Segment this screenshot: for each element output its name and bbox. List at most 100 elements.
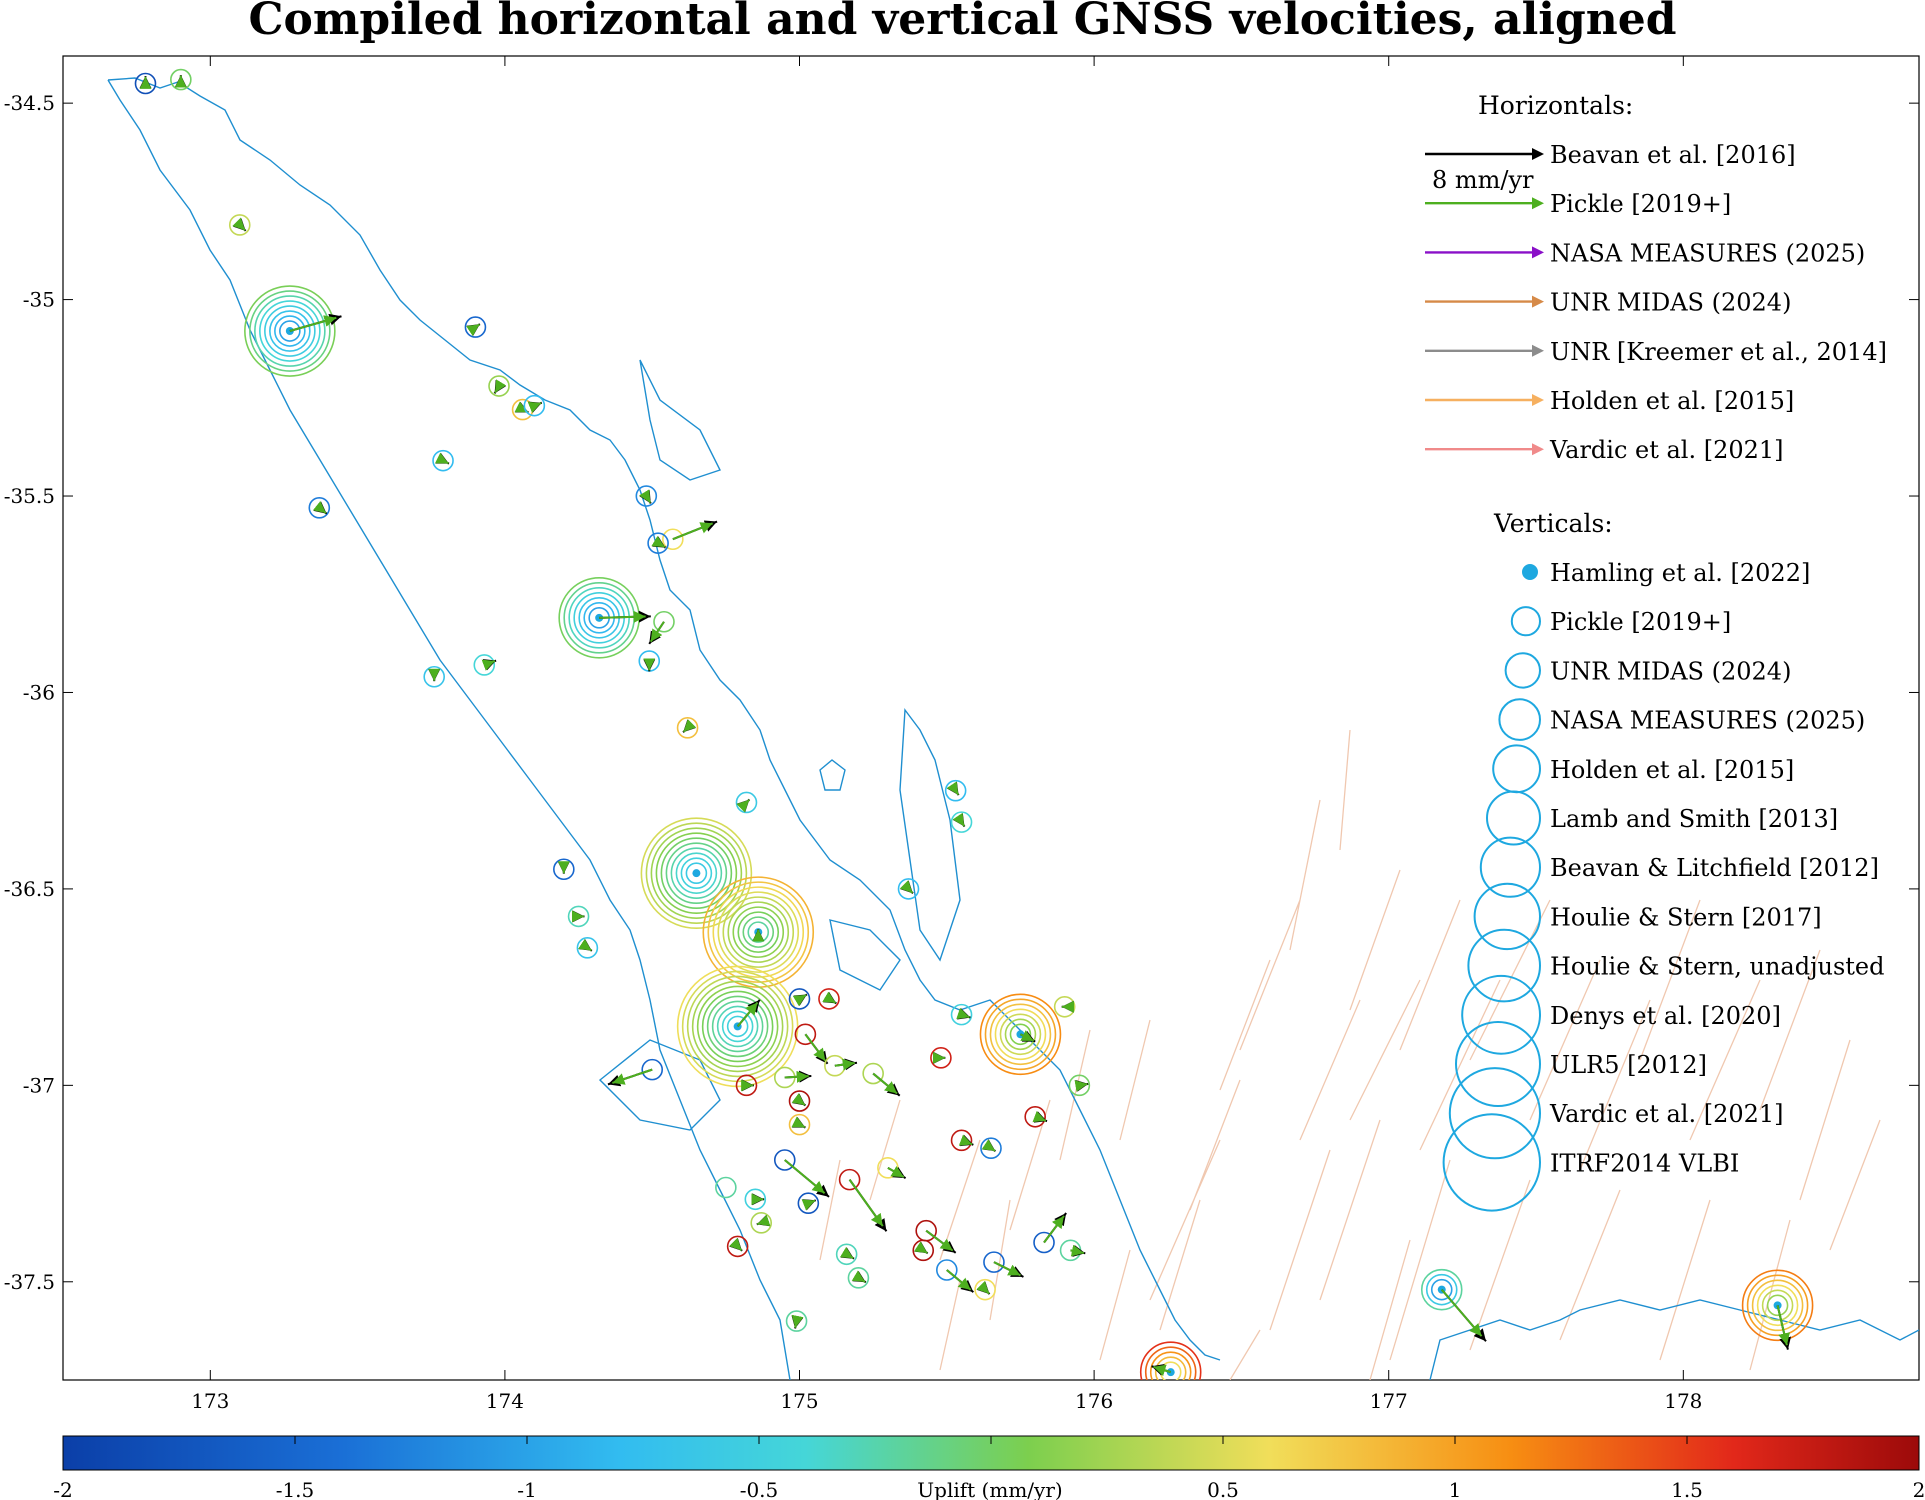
uplift-circle xyxy=(279,320,301,342)
velocity-arrow xyxy=(993,1261,1021,1277)
uplift-circle xyxy=(838,1168,861,1191)
uplift-circle xyxy=(750,1212,773,1234)
velocity-arrow xyxy=(466,323,480,337)
station xyxy=(676,717,699,739)
velocity-arrow xyxy=(848,1179,884,1227)
legend-vertical-label: Beavan & Litchfield [2012] xyxy=(1550,854,1879,882)
legend-vertical-marker xyxy=(1479,836,1542,898)
uplift-circle xyxy=(432,449,454,472)
velocity-arrow xyxy=(682,719,697,733)
velocity-arrow xyxy=(232,217,246,231)
velocity-arrow xyxy=(1074,1080,1088,1092)
y-tick-label: -36 xyxy=(23,680,55,704)
station-layer xyxy=(134,68,1814,1380)
uplift-circle xyxy=(1004,1018,1037,1051)
uplift-circle xyxy=(640,817,753,929)
uplift-circle xyxy=(980,1137,1002,1160)
station xyxy=(773,1066,812,1089)
station xyxy=(726,1235,749,1258)
uplift-circle xyxy=(944,779,967,802)
uplift-circle xyxy=(735,1074,758,1097)
legend-vertical-marker xyxy=(1455,1021,1541,1107)
y-tick-label: -34.5 xyxy=(4,91,55,115)
station xyxy=(788,1113,811,1136)
uplift-circle xyxy=(984,998,1057,1071)
uplift-circle xyxy=(936,1259,958,1281)
plot-frame xyxy=(62,55,1920,1381)
velocity-arrow xyxy=(736,1001,759,1028)
x-tick-label: 176 xyxy=(1075,1389,1113,1413)
uplift-circle xyxy=(269,310,311,352)
station xyxy=(974,1278,996,1301)
legend-vertical-label: Houlie & Stern, unadjusted xyxy=(1550,953,1885,981)
velocity-arrow xyxy=(756,1214,771,1227)
uplift-circle xyxy=(488,375,510,397)
station xyxy=(715,1176,737,1199)
velocity-arrow xyxy=(792,994,807,1007)
station xyxy=(432,449,454,472)
velocity-arrow xyxy=(872,1072,898,1095)
legend-vertical-marker xyxy=(1498,698,1541,741)
uplift-circle xyxy=(716,1005,759,1048)
legend-vertical-marker xyxy=(1486,790,1541,846)
station xyxy=(794,1023,829,1065)
station xyxy=(640,817,753,929)
uplift-circle xyxy=(170,68,192,91)
legend-arrow-head xyxy=(1532,394,1544,406)
coastline xyxy=(107,77,1919,1380)
uplift-circle xyxy=(742,916,775,948)
legend-vertical-label: Pickle [2019+] xyxy=(1550,608,1731,636)
uplift-circle xyxy=(685,862,708,884)
uplift-circle xyxy=(1139,1341,1202,1380)
uplift-circle xyxy=(676,965,799,1088)
uplift-circle xyxy=(676,717,699,739)
x-tick-label: 175 xyxy=(780,1389,818,1413)
velocity-arrow xyxy=(801,1199,816,1211)
uplift-circle xyxy=(655,832,738,914)
legend-horizontal-label: UNR [Kreemer et al., 2014] xyxy=(1550,338,1887,366)
uplift-circle xyxy=(274,315,306,347)
uplift-circle xyxy=(264,305,316,357)
station xyxy=(1741,1269,1814,1350)
station xyxy=(980,1137,1002,1160)
uplift-circle xyxy=(788,1113,811,1136)
velocity-arrow xyxy=(312,500,327,514)
uplift-circle xyxy=(930,1047,952,1069)
uplift-circle xyxy=(979,993,1062,1076)
velocity-arrow xyxy=(834,1058,855,1071)
station xyxy=(635,485,658,507)
uplift-circle xyxy=(1053,995,1076,1018)
velocity-arrow xyxy=(804,1033,827,1062)
uplift-circle xyxy=(641,1058,664,1081)
colorbar-tick-label: -2 xyxy=(53,1478,72,1500)
station xyxy=(567,905,590,928)
station xyxy=(915,1219,957,1254)
legend-arrow-head xyxy=(1532,443,1544,456)
station xyxy=(1024,1105,1048,1128)
uplift-circle xyxy=(308,497,331,519)
uplift-circle xyxy=(660,837,733,909)
uplift-circle xyxy=(523,394,546,417)
velocity-arrow xyxy=(946,781,960,796)
legend-vertical-label: ULR5 [2012] xyxy=(1550,1051,1707,1079)
uplift-circle xyxy=(847,1267,870,1289)
station xyxy=(558,577,651,659)
uplift-circle xyxy=(254,295,326,367)
legend-arrow-head xyxy=(1532,295,1544,308)
legend-vertical-marker xyxy=(1510,606,1542,637)
station xyxy=(912,1239,935,1262)
velocity-arrow xyxy=(822,991,837,1004)
legend-horizontals-title: Horizontals: xyxy=(1478,91,1633,120)
legend-horizontal-label: Pickle [2019+] xyxy=(1550,190,1731,218)
uplift-circle xyxy=(994,1008,1047,1061)
velocity-arrow xyxy=(839,1246,854,1260)
velocity-arrow xyxy=(728,1237,743,1252)
uplift-circle xyxy=(259,300,321,362)
station xyxy=(134,72,157,95)
station xyxy=(785,1310,808,1332)
station xyxy=(638,650,661,672)
colorbar-tick-label: 1 xyxy=(1449,1478,1462,1500)
uplift-circle xyxy=(576,937,599,959)
station xyxy=(576,937,599,959)
